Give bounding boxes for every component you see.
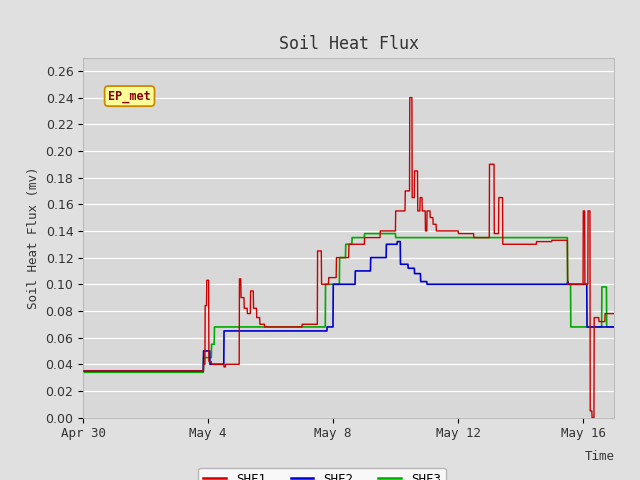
SHF1	[106, 368, 114, 374]
SHF1	[596, 319, 604, 324]
SHF3	[498, 235, 506, 240]
SHF3	[611, 324, 618, 330]
Text: EP_met: EP_met	[108, 90, 151, 103]
Line: SHF3: SHF3	[83, 234, 614, 372]
SHF1	[595, 319, 603, 324]
SHF2	[106, 368, 114, 374]
SHF3	[324, 281, 332, 287]
SHF2	[595, 324, 603, 330]
SHF2	[338, 281, 346, 287]
SHF1	[611, 311, 618, 316]
SHF1	[588, 415, 596, 420]
X-axis label: Time: Time	[584, 450, 614, 463]
SHF2	[611, 324, 618, 330]
Y-axis label: Soil Heat Flux (mv): Soil Heat Flux (mv)	[27, 167, 40, 309]
Line: SHF1: SHF1	[83, 97, 614, 418]
SHF3	[361, 231, 369, 237]
SHF2	[498, 281, 506, 287]
SHF1	[324, 281, 332, 287]
SHF2	[324, 324, 332, 330]
SHF3	[79, 370, 87, 375]
SHF3	[595, 324, 603, 330]
SHF2	[394, 239, 401, 244]
Line: SHF2: SHF2	[83, 241, 614, 371]
SHF1	[338, 255, 346, 261]
SHF1	[406, 95, 413, 100]
Title: Soil Heat Flux: Soil Heat Flux	[279, 35, 419, 53]
SHF3	[338, 255, 346, 261]
SHF3	[595, 324, 603, 330]
SHF1	[498, 195, 506, 201]
SHF2	[79, 368, 87, 374]
SHF3	[106, 370, 114, 375]
SHF2	[595, 324, 603, 330]
Legend: SHF1, SHF2, SHF3: SHF1, SHF2, SHF3	[198, 468, 446, 480]
SHF1	[79, 368, 87, 374]
